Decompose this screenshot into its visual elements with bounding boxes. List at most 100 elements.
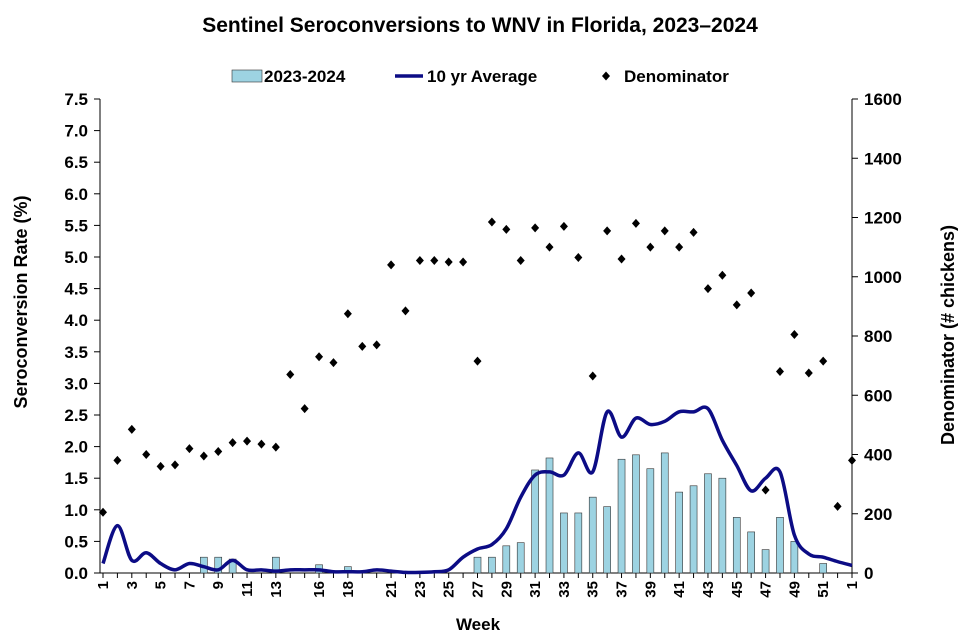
- y-tick-label: 5.5: [64, 216, 88, 235]
- point: [142, 450, 151, 459]
- bar: [675, 491, 683, 574]
- y-tick-label: 7.5: [64, 90, 88, 109]
- x-tick-label: 35: [585, 581, 602, 598]
- bar: [718, 477, 727, 574]
- point: [99, 507, 107, 517]
- point: [703, 284, 712, 294]
- bar: [488, 556, 496, 574]
- x-tick-label: 37: [614, 581, 631, 598]
- point: [271, 442, 280, 452]
- y-tick-label: 1.0: [64, 501, 88, 520]
- point: [329, 358, 338, 368]
- bar: [646, 468, 655, 574]
- bar: [272, 556, 280, 574]
- x-tick-label: 29: [498, 581, 515, 598]
- point: [819, 356, 828, 366]
- x-tick-label: 41: [671, 581, 688, 598]
- point: [459, 257, 468, 267]
- legend-label: 10 yr Average: [427, 67, 537, 86]
- y-tick-label: 6.0: [64, 185, 88, 204]
- bar: [603, 506, 611, 574]
- y2-tick-label: 400: [864, 446, 892, 465]
- point: [804, 368, 813, 378]
- x-tick-label: 27: [470, 581, 487, 598]
- point: [156, 461, 165, 471]
- x-tick-label: 18: [340, 581, 357, 598]
- bar: [747, 531, 755, 574]
- bar: [473, 556, 482, 574]
- y2-tick-label: 800: [864, 327, 892, 346]
- point: [516, 255, 525, 265]
- point: [228, 438, 237, 448]
- point: [387, 260, 396, 270]
- bar: [732, 517, 741, 574]
- point: [199, 451, 208, 461]
- point: [689, 227, 698, 237]
- point: [574, 252, 583, 262]
- x-tick-label: 43: [700, 581, 717, 598]
- point: [315, 352, 324, 362]
- x-tick-label: 1: [844, 581, 861, 589]
- point: [415, 255, 424, 265]
- chart-title: Sentinel Seroconversions to WNV in Flori…: [202, 14, 758, 37]
- y-tick-label: 4.5: [64, 280, 88, 299]
- bar: [819, 563, 827, 574]
- x-tick-label: 23: [412, 581, 429, 598]
- point: [343, 309, 352, 319]
- point: [617, 254, 626, 264]
- point: [559, 221, 568, 231]
- point: [718, 270, 727, 280]
- y2-tick-label: 1000: [864, 268, 902, 287]
- point: [127, 424, 136, 434]
- x-tick-label: 47: [758, 581, 775, 598]
- point: [603, 226, 612, 236]
- y-tick-label: 2.5: [64, 406, 88, 425]
- bar: [632, 454, 640, 574]
- x-tick-label: 45: [729, 581, 746, 598]
- bar: [502, 545, 511, 574]
- point: [243, 436, 252, 446]
- point: [257, 439, 266, 449]
- y2-tick-label: 1600: [864, 90, 902, 109]
- y2-tick-label: 1400: [864, 149, 902, 168]
- point: [732, 300, 741, 310]
- point: [790, 330, 799, 340]
- bar: [214, 556, 223, 574]
- legend-swatch: [231, 69, 263, 83]
- x-axis-label: Week: [456, 615, 501, 634]
- point: [775, 367, 784, 377]
- point: [113, 455, 122, 465]
- point: [214, 447, 223, 457]
- x-tick-label: 1: [95, 581, 112, 589]
- x-tick-label: 33: [556, 581, 573, 598]
- y2-axis-label: Denominator (# chickens): [938, 225, 958, 445]
- x-tick-label: 3: [124, 581, 141, 589]
- y-tick-label: 7.0: [64, 122, 88, 141]
- x-tick-label: 7: [181, 581, 198, 589]
- point: [631, 218, 640, 228]
- point: [833, 501, 842, 511]
- x-tick-label: 31: [527, 581, 544, 598]
- point: [171, 460, 180, 470]
- x-tick-label: 5: [153, 581, 170, 589]
- bar: [761, 549, 770, 574]
- point: [372, 340, 381, 350]
- y-axis-label: Seroconversion Rate (%): [11, 195, 31, 408]
- point: [473, 356, 482, 366]
- y-tick-label: 1.5: [64, 469, 88, 488]
- y-tick-label: 0.0: [64, 564, 88, 583]
- legend-swatch: [602, 71, 610, 81]
- point: [660, 226, 669, 236]
- point: [444, 257, 453, 267]
- y2-tick-label: 600: [864, 386, 892, 405]
- point: [588, 371, 597, 381]
- point: [286, 370, 295, 380]
- point: [675, 242, 684, 252]
- y-tick-label: 3.0: [64, 374, 88, 393]
- point: [401, 306, 410, 316]
- x-tick-label: 11: [239, 581, 256, 597]
- bar: [545, 457, 554, 574]
- bar: [617, 458, 626, 574]
- point: [300, 404, 309, 414]
